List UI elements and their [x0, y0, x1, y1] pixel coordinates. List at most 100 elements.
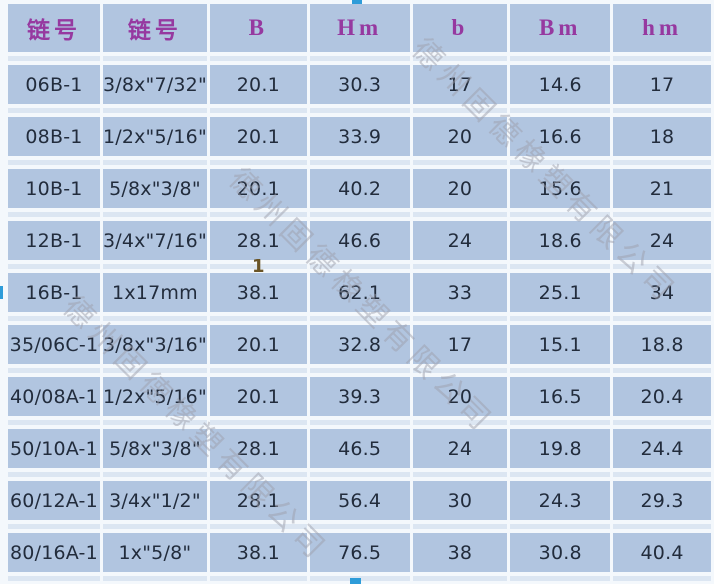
- spacer-cell: [209, 212, 307, 217]
- selection-handle-bottom[interactable]: [350, 578, 361, 584]
- cell: 46.5: [309, 429, 410, 468]
- cell: 17: [613, 65, 711, 104]
- spacer-cell: [8, 160, 100, 165]
- spacer-band: [8, 160, 711, 165]
- spacer-cell: [309, 368, 410, 373]
- cell: 60/12A-1: [8, 481, 100, 520]
- spacer-cell: [8, 472, 100, 477]
- spacer-cell: [510, 368, 611, 373]
- spacer-band: [8, 472, 711, 477]
- cell: 20.1: [209, 325, 307, 364]
- cell: 30.3: [309, 65, 410, 104]
- header-cell: hm: [613, 4, 711, 52]
- cell: 38: [412, 533, 508, 572]
- table-row: 35/06C-1 3/8x"3/16" 20.1 32.8 17 15.1 18.8: [8, 325, 711, 364]
- spacer-cell: [412, 368, 508, 373]
- spacer-cell: [412, 316, 508, 321]
- spacer-cell: [209, 108, 307, 113]
- spacer-cell: [412, 472, 508, 477]
- cell: 16B-1: [8, 273, 100, 312]
- cell: 80/16A-1: [8, 533, 100, 572]
- spacer-cell: [209, 420, 307, 425]
- cell: 33: [412, 273, 508, 312]
- spacer-cell: [510, 420, 611, 425]
- spacer-cell: [412, 524, 508, 529]
- cell: 21: [613, 169, 711, 208]
- cell: 39.3: [309, 377, 410, 416]
- spacer-cell: [613, 420, 711, 425]
- spacer-cell: [209, 368, 307, 373]
- cell: 15.6: [510, 169, 611, 208]
- cell: 16.6: [510, 117, 611, 156]
- cell: 56.4: [309, 481, 410, 520]
- cell: 24: [412, 429, 508, 468]
- spacer-cell: [510, 160, 611, 165]
- spacer-cell: [309, 212, 410, 217]
- cell: 35/06C-1: [8, 325, 100, 364]
- spacer-cell: [613, 108, 711, 113]
- cell: 20.4: [613, 377, 711, 416]
- header-cell: Bm: [510, 4, 611, 52]
- spacer-band: [8, 108, 711, 113]
- spacer-cell: [613, 160, 711, 165]
- table-row: 50/10A-1 5/8x"3/8" 28.1 46.5 24 19.8 24.4: [8, 429, 711, 468]
- header-cell: b: [412, 4, 508, 52]
- spacer-cell: [412, 56, 508, 61]
- spacer-band: 1: [8, 258, 711, 276]
- cell: 1/2x"5/16": [102, 117, 207, 156]
- table-row: 40/08A-1 1/2x"5/16" 20.1 39.3 20 16.5 20.4: [8, 377, 711, 416]
- spacer-cell: [309, 420, 410, 425]
- spacer-cell: [102, 316, 207, 321]
- stray-cell: 1: [209, 258, 307, 276]
- header-cell: 链号: [102, 4, 207, 52]
- spacer-cell: [412, 420, 508, 425]
- cell: 20: [412, 377, 508, 416]
- spacer-band: [8, 420, 711, 425]
- selection-handle-left[interactable]: [0, 286, 3, 299]
- spacer-cell: [510, 576, 611, 581]
- spacer-cell: [510, 264, 611, 269]
- cell: 40/08A-1: [8, 377, 100, 416]
- spacer-cell: [102, 368, 207, 373]
- cell: 46.6: [309, 221, 410, 260]
- cell: 08B-1: [8, 117, 100, 156]
- cell: 20.1: [209, 169, 307, 208]
- spacer-cell: [209, 160, 307, 165]
- cell: 24.4: [613, 429, 711, 468]
- cell: 10B-1: [8, 169, 100, 208]
- cell: 76.5: [309, 533, 410, 572]
- spacer-cell: [102, 420, 207, 425]
- cell: 20.1: [209, 377, 307, 416]
- cell: 28.1: [209, 429, 307, 468]
- cell: 33.9: [309, 117, 410, 156]
- cell: 20.1: [209, 117, 307, 156]
- spacer-cell: [613, 524, 711, 529]
- spacer-cell: [309, 524, 410, 529]
- spacer-cell: [8, 264, 100, 269]
- spacer-cell: [209, 472, 307, 477]
- spacer-cell: [412, 108, 508, 113]
- cell: 12B-1: [8, 221, 100, 260]
- cell: 19.8: [510, 429, 611, 468]
- spacer-cell: [8, 212, 100, 217]
- cell: 1/2x"5/16": [102, 377, 207, 416]
- selection-handle-top[interactable]: [352, 0, 362, 4]
- table-row: 80/16A-1 1x"5/8" 38.1 76.5 38 30.8 40.4: [8, 533, 711, 572]
- cell: 30: [412, 481, 508, 520]
- cell: 3/8x"7/32": [102, 65, 207, 104]
- chain-spec-table: 链号 链号 B Hm b Bm hm 06B-1 3/8x"7/32" 20.1 30.3 17 14…: [5, 0, 714, 584]
- cell: 18.6: [510, 221, 611, 260]
- spacer-cell: [510, 316, 611, 321]
- header-cell: B: [209, 4, 307, 52]
- cell: 06B-1: [8, 65, 100, 104]
- spacer-cell: [613, 316, 711, 321]
- spacer-cell: [412, 212, 508, 217]
- spacer-cell: [8, 576, 100, 581]
- spacer-cell: [102, 108, 207, 113]
- cell: 3/4x"1/2": [102, 481, 207, 520]
- cell: 5/8x"3/8": [102, 169, 207, 208]
- cell: 62.1: [309, 273, 410, 312]
- spacer-cell: [510, 108, 611, 113]
- cell: 5/8x"3/8": [102, 429, 207, 468]
- cell: 1x17mm: [102, 273, 207, 312]
